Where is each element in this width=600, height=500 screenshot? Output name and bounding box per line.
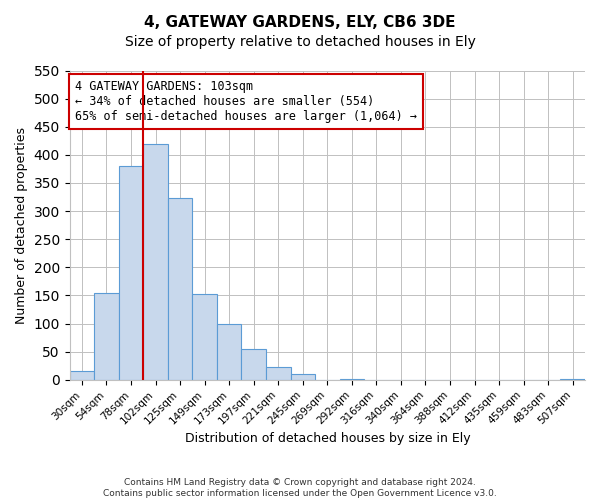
Text: 4, GATEWAY GARDENS, ELY, CB6 3DE: 4, GATEWAY GARDENS, ELY, CB6 3DE: [144, 15, 456, 30]
Bar: [217, 324, 241, 380]
Text: 4 GATEWAY GARDENS: 103sqm
← 34% of detached houses are smaller (554)
65% of semi: 4 GATEWAY GARDENS: 103sqm ← 34% of detac…: [75, 80, 417, 123]
Bar: [119, 166, 143, 380]
Bar: [290, 374, 315, 380]
Bar: [266, 368, 290, 380]
Bar: [560, 378, 585, 380]
Bar: [340, 378, 364, 380]
Text: Contains HM Land Registry data © Crown copyright and database right 2024.
Contai: Contains HM Land Registry data © Crown c…: [103, 478, 497, 498]
Bar: [70, 372, 94, 380]
Y-axis label: Number of detached properties: Number of detached properties: [15, 126, 28, 324]
Bar: [94, 292, 119, 380]
Bar: [193, 294, 217, 380]
Bar: [143, 144, 168, 380]
Bar: [241, 350, 266, 380]
Text: Size of property relative to detached houses in Ely: Size of property relative to detached ho…: [125, 35, 475, 49]
Bar: [168, 198, 193, 380]
X-axis label: Distribution of detached houses by size in Ely: Distribution of detached houses by size …: [185, 432, 470, 445]
